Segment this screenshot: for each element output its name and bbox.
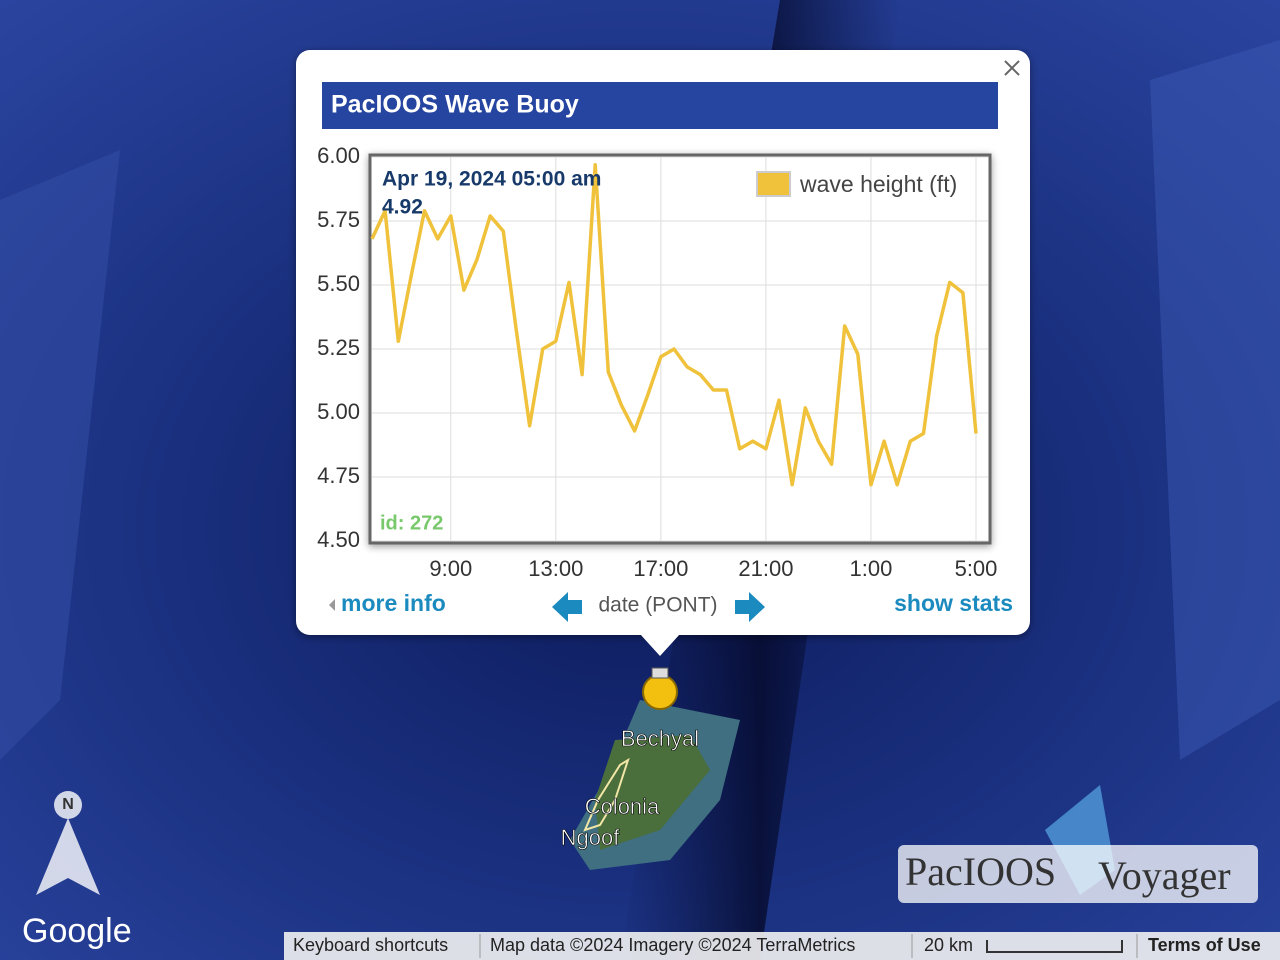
y-tick-label: 5.50 bbox=[317, 271, 360, 296]
tooltip-value: 4.92 bbox=[382, 196, 423, 219]
prev-arrow[interactable] bbox=[552, 592, 582, 622]
tooltip-date: Apr 19, 2024 05:00 am bbox=[382, 168, 601, 191]
id-label: id: 272 bbox=[380, 512, 443, 534]
x-tick-label: 13:00 bbox=[528, 556, 583, 581]
x-axis-label: date (PONT) bbox=[598, 594, 717, 617]
logo-text: PacIOOS bbox=[905, 849, 1056, 894]
x-tick-label: 21:00 bbox=[738, 556, 793, 581]
place-label: Bechyal bbox=[621, 726, 699, 751]
y-tick-label: 5.00 bbox=[317, 399, 360, 424]
y-tick-label: 4.75 bbox=[317, 463, 360, 488]
popup: PacIOOS Wave Buoy 4.50 4.75 5.00 5.25 5.50 5.… bbox=[296, 50, 1030, 656]
x-tick-label: 17:00 bbox=[633, 556, 688, 581]
plot: 4.50 4.75 5.00 5.25 5.50 5.75 6.00 9:00 13:00 17:… bbox=[317, 143, 997, 581]
legend-label: wave height (ft) bbox=[799, 171, 957, 197]
y-tick-label: 5.25 bbox=[317, 335, 360, 360]
compass-badge bbox=[54, 791, 82, 819]
y-tick-label: 4.50 bbox=[317, 527, 360, 552]
title-bar bbox=[322, 82, 998, 129]
x-tick-label: 9:00 bbox=[429, 556, 472, 581]
compass[interactable] bbox=[36, 818, 100, 895]
footer-link[interactable]: Keyboard shortcuts bbox=[293, 935, 448, 955]
popup-title: PacIOOS Wave Buoy bbox=[331, 91, 579, 119]
x-tick-label: 1:00 bbox=[850, 556, 893, 581]
arrow-icon bbox=[329, 599, 335, 611]
place-label: Ngoof bbox=[561, 825, 621, 850]
show-stats-link[interactable]: show stats bbox=[894, 590, 1013, 616]
compass-label: N bbox=[62, 796, 74, 813]
scale-bar bbox=[986, 940, 1123, 953]
google-logo: Google bbox=[22, 912, 132, 950]
logo-bg bbox=[898, 845, 1258, 903]
y-tick-label: 5.75 bbox=[317, 207, 360, 232]
ridge bbox=[1150, 40, 1280, 760]
scale-label[interactable]: 20 km bbox=[924, 935, 973, 955]
popup-tip bbox=[640, 634, 680, 656]
boundary bbox=[583, 757, 630, 832]
more-info-link[interactable]: more info bbox=[341, 590, 446, 616]
place-label: Colonia bbox=[585, 794, 660, 819]
footer-text: Map data ©2024 Imagery ©2024 TerraMetric… bbox=[490, 935, 855, 955]
y-tick-label: 6.00 bbox=[317, 143, 360, 168]
buoy-marker[interactable] bbox=[642, 674, 678, 710]
legend-swatch bbox=[756, 171, 791, 197]
x-tick-label: 5:00 bbox=[955, 556, 998, 581]
next-arrow[interactable] bbox=[735, 592, 765, 622]
footer-link[interactable]: Terms of Use bbox=[1148, 935, 1261, 955]
close-button[interactable] bbox=[1004, 60, 1020, 76]
footer-bar bbox=[284, 932, 1280, 960]
ridge bbox=[0, 150, 120, 760]
data-line bbox=[370, 162, 978, 487]
logo-text: Voyager bbox=[1098, 853, 1231, 898]
buoy-top bbox=[651, 667, 669, 679]
